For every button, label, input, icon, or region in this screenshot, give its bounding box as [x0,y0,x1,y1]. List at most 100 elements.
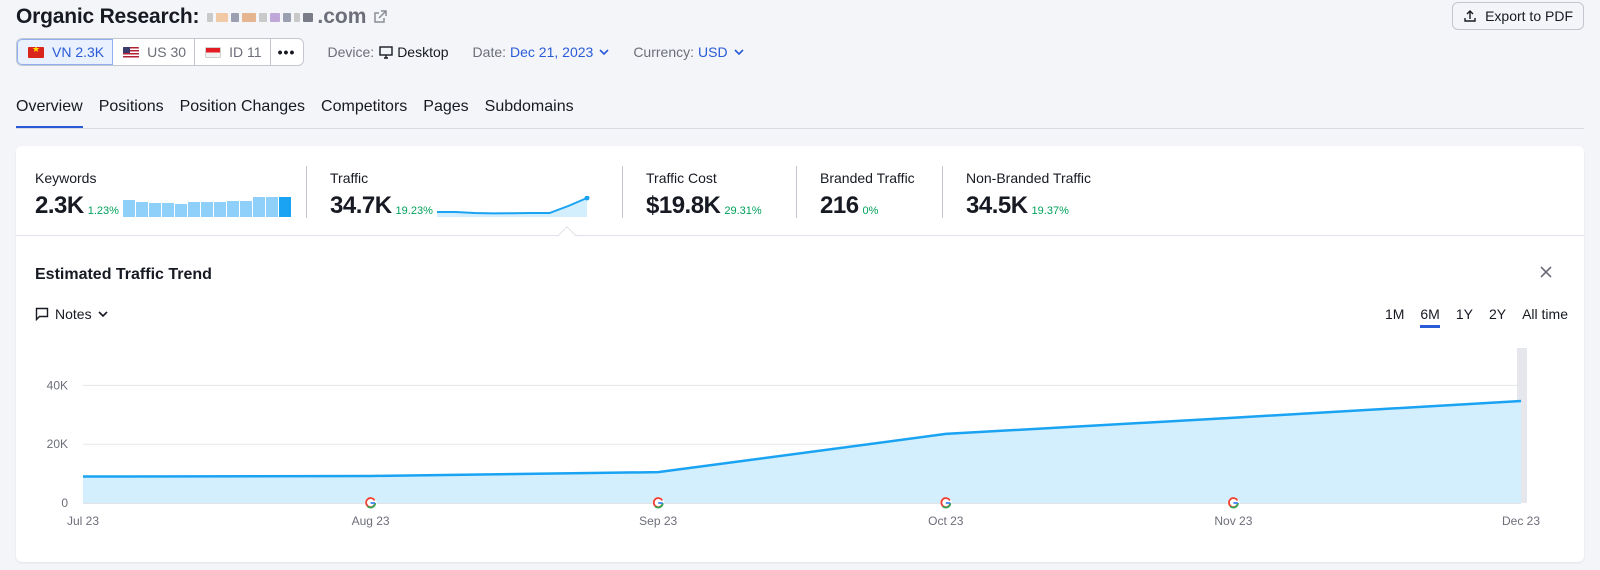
metric-non-branded-traffic[interactable]: Non-Branded Traffic 34.5K 19.37% [966,170,1091,220]
metric-label: Keywords [35,170,97,186]
x-tick-label: Sep 23 [639,514,677,528]
range-2y[interactable]: 2Y [1488,306,1507,322]
metric-divider [306,166,307,218]
metric-value: $19.8K [646,192,721,219]
more-databases-button[interactable]: ••• [271,39,303,65]
tab-competitors[interactable]: Competitors [321,98,408,115]
keyword-spark-bar [135,202,148,217]
notes-dropdown[interactable]: Notes [35,306,114,322]
google-update-icon[interactable] [364,497,377,509]
metric-traffic[interactable]: Traffic 34.7K 19.23% [330,170,591,220]
metric-divider [622,166,623,218]
metric-traffic-cost[interactable]: Traffic Cost $19.8K 29.31% [646,170,762,220]
google-update-icon[interactable] [1227,497,1240,509]
traffic-area [83,400,1521,503]
keywords-sparkline [122,197,292,217]
close-icon[interactable] [1538,264,1554,280]
chevron-down-icon [733,49,744,55]
keyword-spark-bar [200,202,213,217]
google-update-icon[interactable] [939,497,952,509]
report-tabs: Overview Positions Position Changes Comp… [16,98,590,129]
y-tick-label: 20K [47,437,68,451]
external-link-icon[interactable] [372,9,388,25]
db-us-button[interactable]: US 30 [113,39,196,65]
metrics-row: Keywords 2.3K 1.23% Traffic 34.7K 19.23%… [16,146,1584,236]
date-label: Date: [472,44,507,60]
metric-value: 216 [820,192,859,219]
metric-label: Branded Traffic [820,170,915,186]
export-pdf-label: Export to PDF [1485,8,1573,24]
db-id-label: ID 11 [229,44,262,60]
tab-subdomains[interactable]: Subdomains [484,98,574,115]
y-tick-label: 40K [47,378,68,392]
db-vn-button[interactable]: VN 2.3K [17,39,114,65]
metric-delta: 1.23% [87,205,119,217]
metric-label: Non-Branded Traffic [966,170,1092,186]
trend-title: Estimated Traffic Trend [35,266,212,283]
tab-positions[interactable]: Positions [98,98,164,115]
time-range-selector: 1M 6M 1Y 2Y All time [1369,306,1568,328]
metric-keywords[interactable]: Keywords 2.3K 1.23% [35,170,292,220]
page-title: Organic Research: [16,5,200,28]
currency-selector[interactable]: Currency: USD [633,44,744,60]
traffic-spark-point [584,196,590,201]
traffic-spark-line [436,197,588,215]
metric-label: Traffic [330,170,369,186]
range-6m[interactable]: 6M [1420,306,1440,328]
desktop-icon [379,45,393,59]
metric-branded-traffic[interactable]: Branded Traffic 216 0% [820,170,915,220]
range-1y[interactable]: 1Y [1455,306,1473,322]
tabs-divider [16,128,1584,129]
keyword-spark-bar [278,197,291,217]
metric-delta: 0% [862,205,879,217]
keyword-spark-bar [161,203,174,217]
controls-row: VN 2.3K US 30 ID 11 ••• Device: Desktop [16,38,744,66]
date-selector[interactable]: Date: Dec 21, 2023 [473,44,610,60]
metric-value: 34.5K [966,192,1028,219]
traffic-line [82,399,1522,478]
domain-suffix: .com [317,5,367,28]
x-tick-label: Jul 23 [67,514,99,528]
hover-band [1517,348,1527,503]
comment-icon [35,307,49,321]
keyword-spark-bar [174,204,187,217]
db-id-button[interactable]: ID 11 [195,39,271,65]
metric-label: Traffic Cost [646,170,717,186]
traffic-trend-chart[interactable]: 0 20K 40K Jul 23 Aug 23 Sep 23 Oct 23 Nov 23 Dec… [16,336,1584,556]
export-pdf-button[interactable]: Export to PDF [1452,2,1584,30]
keyword-spark-bar [187,202,200,217]
metric-delta: 19.23% [395,205,433,217]
domain-name[interactable]: .com [207,5,366,29]
chevron-down-icon [98,311,108,317]
metric-divider [796,166,797,218]
us-flag-icon [123,46,140,58]
metric-divider [942,166,943,218]
page-header: Organic Research: .com Export to PDF VN [16,0,1584,130]
tab-position-changes[interactable]: Position Changes [179,98,306,115]
x-tick-label: Aug 23 [352,514,390,528]
tab-pages[interactable]: Pages [423,98,469,115]
db-vn-label: VN 2.3K [52,44,105,60]
database-selector: VN 2.3K US 30 ID 11 ••• [16,38,304,66]
google-update-icon[interactable] [652,497,665,509]
device-label: Device: [327,44,375,60]
keyword-spark-bar [213,202,226,217]
more-icon: ••• [277,44,296,60]
range-all-time[interactable]: All time [1522,306,1568,322]
range-1m[interactable]: 1M [1384,306,1405,322]
keyword-spark-bar [148,203,161,217]
device-value: Desktop [397,44,449,60]
x-tick-label: Oct 23 [928,514,964,528]
keyword-spark-bar [122,200,135,217]
currency-label: Currency: [633,44,694,60]
metric-delta: 19.37% [1031,205,1069,217]
vietnam-flag-icon [28,46,44,58]
overview-card: Keywords 2.3K 1.23% Traffic 34.7K 19.23%… [16,146,1584,562]
keyword-spark-bar [226,201,239,217]
device-selector[interactable]: Device: Desktop [328,44,449,60]
keyword-spark-bar [265,197,278,217]
tab-overview[interactable]: Overview [16,98,83,129]
db-us-label: US 30 [147,44,187,60]
title-row: Organic Research: .com [16,5,388,29]
metric-value: 34.7K [330,192,392,219]
